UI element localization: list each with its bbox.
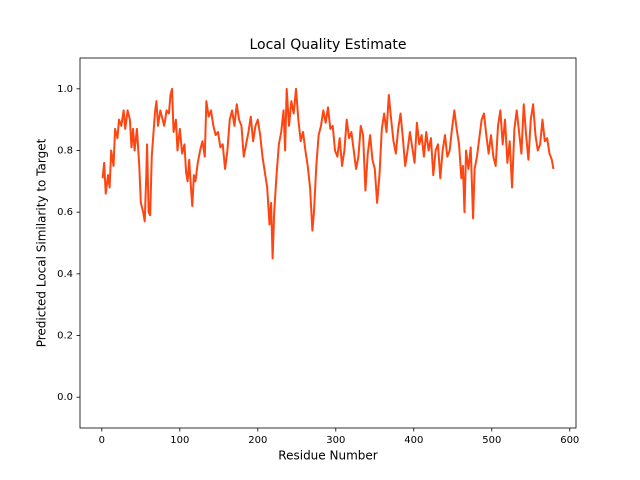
x-axis-label: Residue Number xyxy=(278,449,377,463)
y-tick-label: 1.0 xyxy=(57,84,73,95)
x-tick-label: 0 xyxy=(99,435,105,446)
y-tick-label: 0.4 xyxy=(57,269,73,280)
x-tick-label: 300 xyxy=(326,435,345,446)
data-line xyxy=(101,87,555,260)
y-tick-label: 0.2 xyxy=(57,331,73,342)
x-tick-label: 100 xyxy=(170,435,189,446)
x-tick-label: 500 xyxy=(482,435,501,446)
x-tick-label: 200 xyxy=(248,435,267,446)
x-tick-label: 400 xyxy=(404,435,423,446)
chart-title: Local Quality Estimate xyxy=(249,37,406,53)
plot-frame xyxy=(79,57,577,429)
x-tick-label: 600 xyxy=(560,435,579,446)
y-tick-label: 0.0 xyxy=(57,392,73,403)
y-tick-label: 0.6 xyxy=(57,207,73,218)
y-axis-label: Predicted Local Similarity to Target xyxy=(35,138,49,347)
y-tick-label: 0.8 xyxy=(57,146,73,157)
